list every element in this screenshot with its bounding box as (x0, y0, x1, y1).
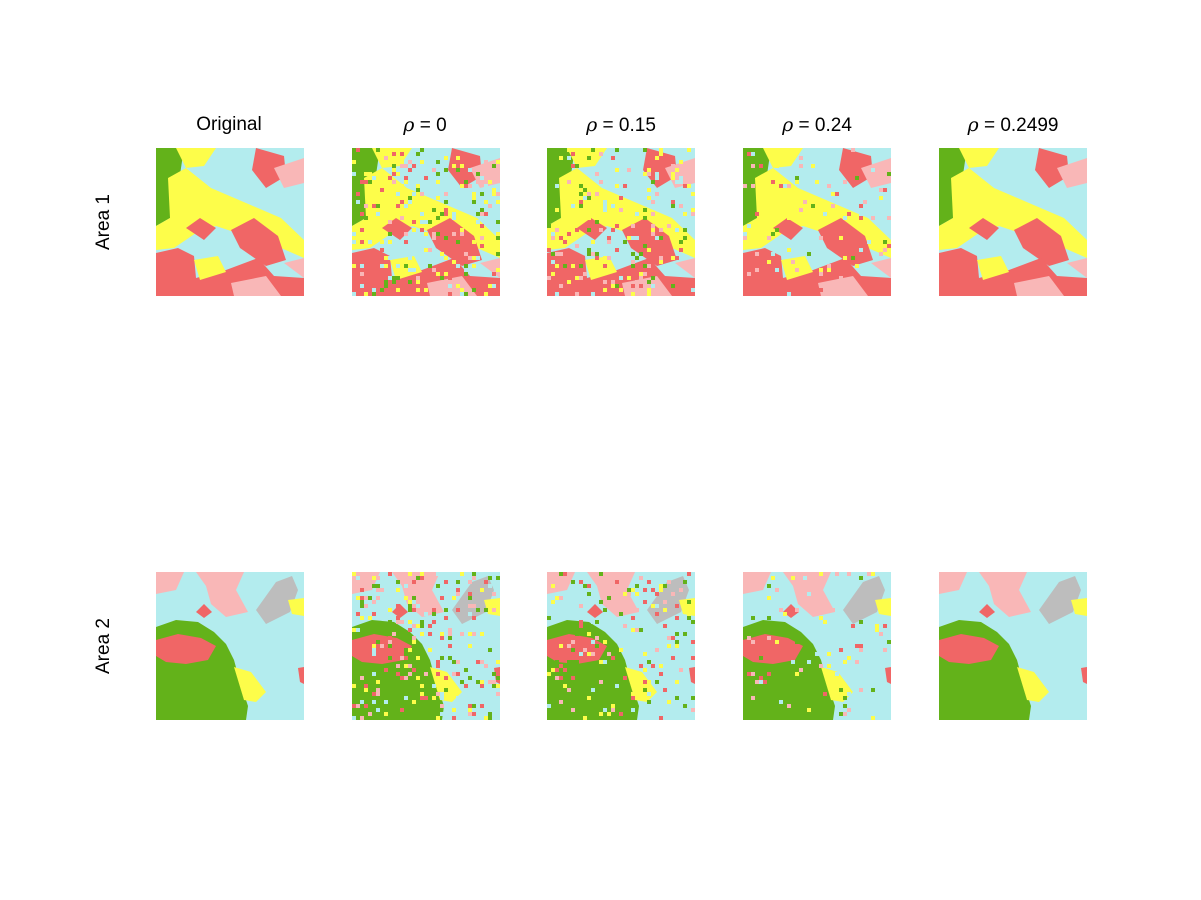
map-area1-rho-0 (352, 148, 500, 296)
map-area1-rho-0.2499 (939, 148, 1087, 296)
map-area2-rho-0.24 (743, 572, 891, 720)
column-title-rho-0.2499: ρ = 0.2499 (967, 114, 1059, 136)
row-label-area-1: Area 1 (93, 194, 114, 250)
map-area2-rho-0.15 (547, 572, 695, 720)
map-area2-rho-0.2499 (939, 572, 1087, 720)
column-title-rho-0.15: ρ = 0.15 (586, 114, 656, 136)
map-area1-rho-0.15 (547, 148, 695, 296)
column-title-rho-0.24: ρ = 0.24 (782, 114, 852, 136)
map-area1-original (156, 148, 304, 296)
map-area2-original (156, 572, 304, 720)
map-area1-rho-0.24 (743, 148, 891, 296)
column-title-original: Original (196, 114, 262, 135)
map-area2-rho-0 (352, 572, 500, 720)
column-title-rho-0: ρ = 0 (403, 114, 447, 136)
row-label-area-2: Area 2 (93, 618, 114, 674)
